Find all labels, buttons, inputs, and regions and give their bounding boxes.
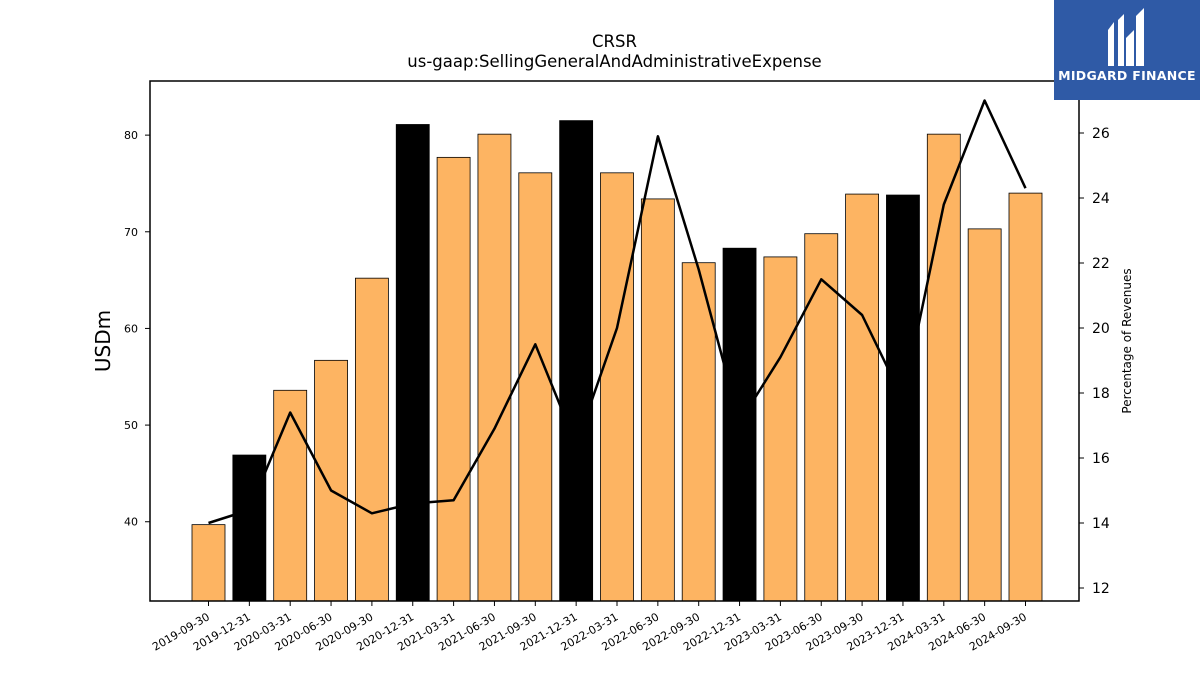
chart-subtitle: us-gaap:SellingGeneralAndAdministrativeE… (407, 52, 822, 71)
bar-2020-06-30 (314, 359, 348, 602)
bar-2022-06-30 (640, 198, 675, 602)
bar-2021-06-30 (477, 133, 512, 602)
y2-tick-label: 22 (1092, 256, 1110, 272)
bar-2023-03-31 (763, 256, 798, 602)
bar-2022-09-30 (681, 262, 716, 602)
bar-2020-12-31 (395, 124, 430, 602)
y2-tick-label: 24 (1092, 191, 1110, 207)
y2-tick-label: 12 (1092, 581, 1110, 597)
bar-2022-12-31 (722, 247, 757, 602)
bar-2023-06-30 (804, 233, 839, 602)
brand-logo: MIDGARD FINANCE (1054, 0, 1200, 100)
y-tick-label: 40 (124, 516, 138, 529)
y-tick-label: 70 (124, 226, 138, 239)
bar-2024-09-30 (1008, 192, 1043, 602)
brand-name: MIDGARD FINANCE (1058, 68, 1196, 83)
bar-2021-09-30 (518, 172, 553, 602)
y2-tick-label: 14 (1092, 516, 1110, 532)
y-tick-label: 80 (124, 129, 138, 142)
bar-2021-12-31 (559, 120, 594, 602)
bar-2020-03-31 (273, 389, 308, 602)
bar-2021-03-31 (436, 156, 471, 602)
plot-frame (149, 80, 1080, 602)
bar-2019-12-31 (232, 454, 267, 602)
bar-2019-09-30 (191, 524, 226, 602)
y2-tick-label: 18 (1092, 386, 1110, 402)
chart-title: CRSR (592, 32, 637, 51)
bar-2024-06-30 (967, 228, 1002, 602)
y-tick-label: 50 (124, 419, 138, 432)
y2-axis-label: Percentage of Revenues (1120, 268, 1134, 413)
bar-2023-09-30 (845, 193, 879, 602)
y-axis-label: USDm (91, 310, 115, 372)
y2-tick-label: 20 (1092, 321, 1110, 337)
midgard-logo-icon (1108, 8, 1144, 66)
bar-2024-03-31 (926, 133, 961, 602)
bar-2022-03-31 (600, 172, 634, 602)
y2-tick-label: 26 (1092, 126, 1110, 142)
y2-tick-label: 16 (1092, 451, 1110, 467)
y-tick-label: 60 (124, 322, 138, 335)
bar-2020-09-30 (354, 277, 389, 602)
